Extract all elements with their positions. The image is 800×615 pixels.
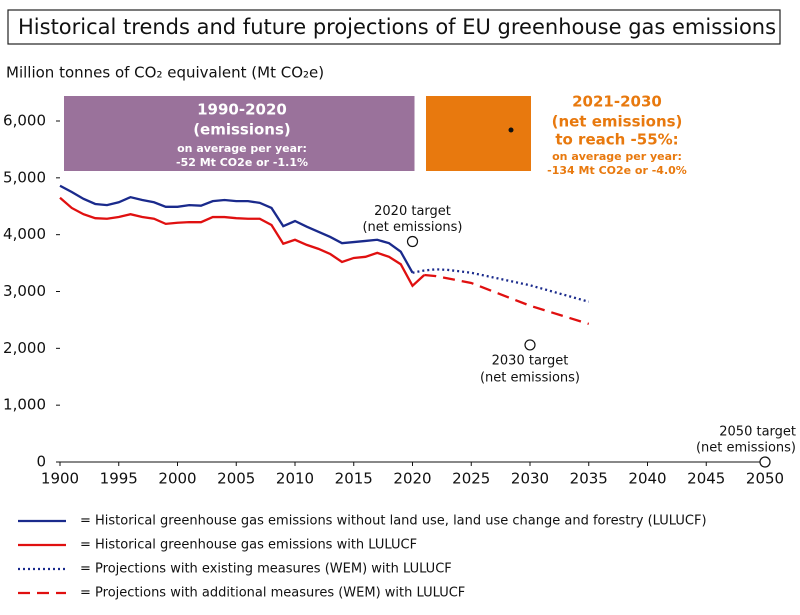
title-box xyxy=(7,9,781,45)
x-tick-label: 2010 xyxy=(276,470,314,488)
annotation-box xyxy=(426,96,531,171)
x-tick-label: 2015 xyxy=(335,470,373,488)
legend-label: = Projections with existing measures (WE… xyxy=(80,562,452,577)
target-label: 2020 target xyxy=(374,204,451,219)
y-tick-label: 3,000 xyxy=(3,282,46,300)
legend-label: = Historical greenhouse gas emissions wi… xyxy=(80,538,417,553)
chart-title: Historical trends and future projections… xyxy=(18,15,776,39)
target-label: (net emissions) xyxy=(696,441,796,456)
target-point xyxy=(406,235,419,248)
y-tick-label: 2,000 xyxy=(3,339,46,357)
annotation-text: on average per year: xyxy=(177,142,307,155)
annotation-text: -52 Mt CO2e or -1.1% xyxy=(176,156,308,169)
x-tick-label: 2045 xyxy=(687,470,725,488)
x-tick-label: 1995 xyxy=(100,470,138,488)
y-axis-label: Million tonnes of CO₂ equivalent (Mt CO₂… xyxy=(6,64,324,82)
target-label: (net emissions) xyxy=(362,220,462,235)
target-point xyxy=(524,339,536,351)
annotation-text: 1990-2020 xyxy=(197,101,287,119)
line-series xyxy=(59,184,414,274)
y-tick-label: 0 xyxy=(36,453,46,471)
annotation-text: 2021-2030 xyxy=(572,93,662,111)
x-tick-label: 2050 xyxy=(746,470,784,488)
x-tick-label: 2040 xyxy=(628,470,666,488)
annotation-text: on average per year: xyxy=(552,150,682,163)
x-tick-label: 2025 xyxy=(452,470,490,488)
annotation-text: (emissions) xyxy=(193,121,291,139)
x-tick-label: 2000 xyxy=(158,470,196,488)
x-tick-label: 2035 xyxy=(570,470,608,488)
line-series xyxy=(59,196,426,288)
y-tick-label: 6,000 xyxy=(3,112,46,130)
legend-label: = Historical greenhouse gas emissions wi… xyxy=(80,514,707,529)
annotation-text: (net emissions) xyxy=(552,113,683,131)
annotation-text: to reach -55%: xyxy=(555,131,678,149)
legend-label: = Projections with additional measures (… xyxy=(80,586,465,601)
target-label: 2030 target xyxy=(492,353,569,368)
annotation-text: -134 Mt CO2e or -4.0% xyxy=(547,164,687,177)
line-series xyxy=(424,273,590,325)
line-series xyxy=(412,268,590,303)
x-tick-label: 2020 xyxy=(393,470,431,488)
y-tick-label: 4,000 xyxy=(3,225,46,243)
target-label: 2050 target xyxy=(719,425,796,440)
annotation-box xyxy=(64,96,415,171)
x-tick-label: 2005 xyxy=(217,470,255,488)
target-label: (net emissions) xyxy=(480,370,580,385)
annotation-dot xyxy=(508,127,514,133)
x-tick-label: 2030 xyxy=(511,470,549,488)
target-point xyxy=(759,456,771,468)
y-tick-label: 5,000 xyxy=(3,168,46,186)
x-tick-label: 1900 xyxy=(41,470,79,488)
y-tick-label: 1,000 xyxy=(3,396,46,414)
